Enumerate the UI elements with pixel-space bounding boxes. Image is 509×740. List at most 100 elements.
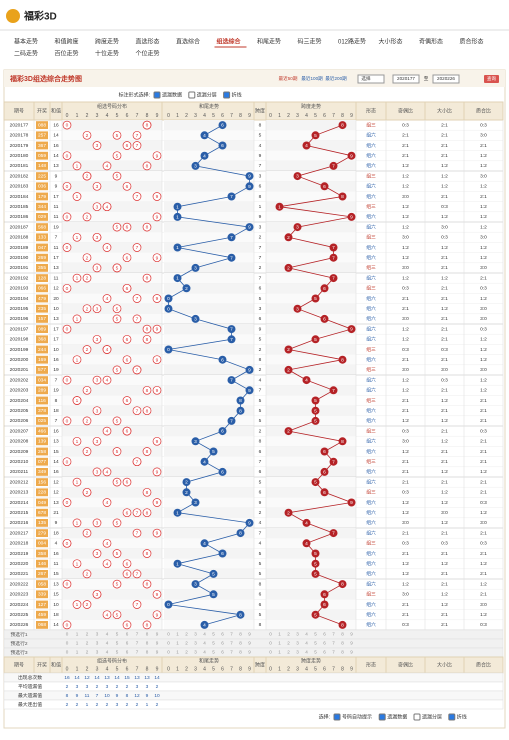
prime-ratio: 2:1	[480, 439, 487, 445]
trend-cell-bg	[266, 222, 356, 233]
shape: 组六	[366, 142, 376, 149]
trend-ball	[173, 212, 182, 221]
preselect-digit: 6	[126, 650, 129, 655]
nav-link[interactable]: 百位走势	[55, 50, 79, 58]
checkbox[interactable]	[448, 713, 456, 721]
trend-cell-bg	[266, 487, 356, 498]
digit-ball-label: 8	[146, 408, 149, 414]
issue: 2020199	[10, 347, 29, 353]
trend-cell-bg	[266, 599, 356, 610]
checkbox[interactable]	[188, 91, 196, 99]
draw-box	[36, 162, 48, 170]
span: 7	[259, 275, 262, 281]
prime-ratio: 0:3	[480, 622, 487, 628]
trend-cell-bg	[164, 487, 254, 498]
span: 9	[259, 214, 262, 220]
preselect-digit: 1	[176, 650, 179, 655]
draw-box	[36, 427, 48, 435]
nav-link[interactable]: 直选形态	[136, 38, 160, 46]
nav-link[interactable]: 直选综合	[176, 38, 200, 46]
digit-ball	[152, 151, 162, 161]
preselect-digit: 4	[305, 650, 308, 655]
trend-cell-bg	[164, 599, 254, 610]
odd-even-ratio: 2:1	[402, 612, 409, 618]
trend-ball	[227, 335, 236, 344]
issue: 2020217	[10, 530, 29, 536]
nav-link[interactable]: 跨度走势	[95, 38, 119, 46]
quick-range[interactable]: 最近50期	[279, 75, 298, 82]
prime-ratio: 1:2	[480, 163, 487, 169]
nav-link[interactable]: 码三走势	[298, 38, 322, 46]
checkbox[interactable]	[378, 713, 386, 721]
nav-link[interactable]: 十位走势	[95, 50, 119, 58]
digit-ball	[92, 304, 102, 314]
sum: 16	[53, 428, 59, 434]
nav-link[interactable]: 012路走势	[338, 38, 366, 46]
trend-ball	[236, 406, 245, 415]
digit-ball	[92, 436, 102, 446]
trend-cell-bg	[266, 303, 356, 314]
trend-cell-bg	[266, 130, 356, 141]
trend-cell-bg	[164, 160, 254, 171]
preselect-digit: 1	[76, 650, 79, 655]
issue: 2020184	[10, 194, 29, 200]
trend-cell-bg	[62, 191, 162, 202]
draw-box	[36, 406, 48, 415]
big-small-ratio: 2:1	[441, 479, 448, 485]
draw-box	[36, 284, 48, 293]
trend-cell-bg	[164, 283, 254, 294]
draw-number: 146	[38, 561, 46, 567]
nav-link[interactable]: 质合形态	[460, 38, 484, 46]
draw-number: 133	[38, 235, 46, 241]
checkbox[interactable]	[153, 91, 161, 99]
issue: 2020189	[10, 245, 29, 251]
digit-ball-label: 0	[66, 582, 69, 588]
header-digit: 5	[116, 113, 119, 119]
checkbox[interactable]	[333, 713, 341, 721]
preselect-digit: 6	[221, 641, 224, 646]
digit-ball-label: 8	[146, 551, 149, 557]
query: 查询	[487, 75, 497, 82]
trend-cell-bg	[62, 405, 162, 416]
checkbox[interactable]	[223, 91, 231, 99]
nav-link[interactable]: 基本走势	[14, 38, 38, 46]
nav-link[interactable]: 二码走势	[14, 50, 38, 58]
to-input[interactable]	[432, 74, 460, 84]
checkbox[interactable]	[413, 713, 421, 721]
preselect-digit: 0	[167, 650, 170, 655]
quick-range[interactable]: 最近200期	[325, 75, 347, 82]
from-input[interactable]	[392, 74, 420, 84]
nav-link[interactable]: 大小形态	[379, 38, 403, 46]
issue: 2020179	[10, 143, 29, 149]
sum: 9	[55, 520, 58, 526]
draw-number: 049	[38, 500, 46, 506]
trend-cell-bg	[164, 334, 254, 345]
digit-ball	[142, 385, 152, 395]
header-digit: 3	[296, 113, 299, 119]
header-cell: 开奖	[37, 661, 47, 668]
header-digit: 0	[66, 113, 69, 119]
draw-number: 036	[38, 184, 46, 190]
trend-ball	[302, 141, 311, 150]
digit-ball	[122, 477, 132, 487]
nav-link[interactable]: 和尾走势	[257, 38, 281, 46]
digit-ball-label: 2	[86, 602, 89, 608]
odd-even-ratio: 2:1	[402, 357, 409, 363]
trend-ball	[329, 386, 338, 395]
draw-number: 077	[38, 459, 46, 465]
digit-ball-label: 0	[66, 123, 69, 129]
span: 3	[259, 224, 262, 230]
select-box[interactable]	[357, 74, 385, 84]
issue: 2020185	[10, 204, 29, 210]
digit-ball-label: 5	[116, 520, 119, 526]
header-digit: 2	[185, 666, 188, 672]
nav-link[interactable]: 组选综合	[217, 38, 242, 46]
nav-link[interactable]: 奇偶形态	[419, 38, 443, 46]
quick-range[interactable]: 最近100期	[301, 75, 323, 82]
nav-link[interactable]: 和值跨度	[55, 38, 79, 46]
digit-ball	[82, 273, 92, 283]
sum: 15	[53, 449, 59, 455]
preselect-digit: 3	[194, 632, 197, 637]
nav-link[interactable]: 个位走势	[136, 50, 160, 58]
query-button[interactable]	[484, 75, 499, 83]
